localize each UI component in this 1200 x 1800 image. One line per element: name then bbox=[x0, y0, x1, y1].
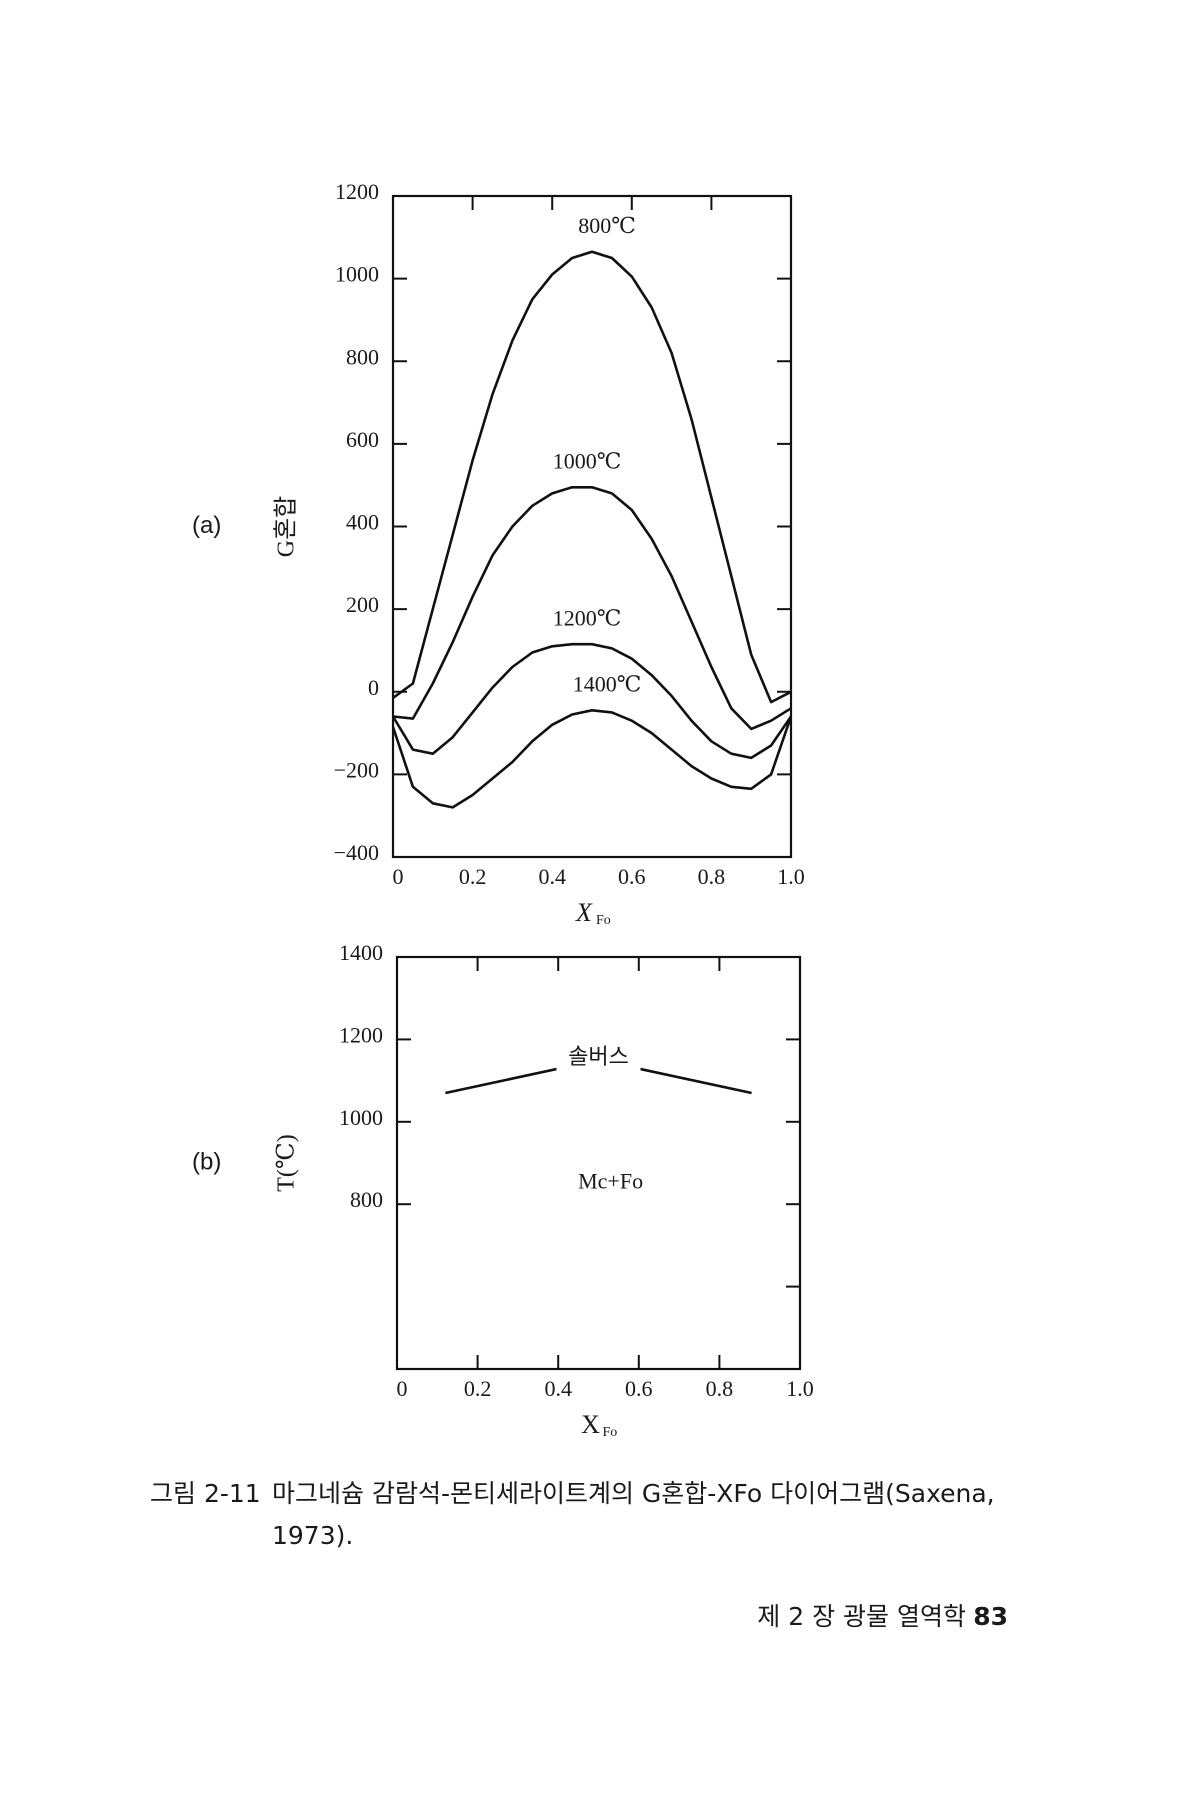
y-tick-label: 0 bbox=[368, 675, 379, 700]
y-tick-label: 1400 bbox=[339, 940, 383, 965]
x-axis-label: X bbox=[581, 1410, 600, 1439]
curve-label: 800℃ bbox=[578, 213, 636, 238]
series-line bbox=[392, 486, 792, 731]
x-tick-label: 0.8 bbox=[698, 864, 726, 889]
y-tick-label: 1200 bbox=[339, 1022, 383, 1047]
x-tick-label: 0 bbox=[397, 1376, 408, 1401]
y-axis-label: T(℃) bbox=[274, 1134, 300, 1192]
x-tick-label: 0.4 bbox=[544, 1376, 572, 1401]
curve-label: 1000℃ bbox=[553, 448, 622, 473]
y-tick-label: −400 bbox=[334, 840, 379, 865]
series-line bbox=[391, 642, 793, 760]
curve-label: 1200℃ bbox=[553, 605, 622, 630]
y-tick-label: 1000 bbox=[339, 1105, 383, 1130]
x-tick-label: 1.0 bbox=[777, 864, 805, 889]
x-tick-label: 0.8 bbox=[706, 1376, 734, 1401]
x-tick-label: 0.2 bbox=[464, 1376, 492, 1401]
y-tick-label: 800 bbox=[350, 1187, 383, 1212]
x-axis-label-subscript: Fo bbox=[596, 913, 611, 928]
region-label: Mc+Fo bbox=[578, 1169, 643, 1194]
caption-label: 그림 2-11 bbox=[150, 1479, 261, 1508]
y-tick-label: 600 bbox=[346, 427, 379, 452]
footer-chapter: 제 2 장 광물 열역학 bbox=[757, 1602, 966, 1631]
y-tick-label: 1000 bbox=[335, 262, 379, 287]
x-tick-label: 0.6 bbox=[618, 864, 646, 889]
x-tick-label: 0 bbox=[393, 864, 404, 889]
y-tick-label: 400 bbox=[346, 510, 379, 535]
x-tick-label: 0.6 bbox=[625, 1376, 653, 1401]
curve-label: 1400℃ bbox=[573, 671, 642, 696]
y-tick-label: −200 bbox=[334, 757, 379, 782]
panel-label: (b) bbox=[192, 1148, 221, 1175]
x-axis-label: X bbox=[575, 898, 593, 927]
series-line bbox=[391, 709, 793, 809]
x-tick-label: 0.2 bbox=[459, 864, 487, 889]
caption-line: 1973). bbox=[272, 1521, 353, 1550]
y-tick-label: 800 bbox=[346, 344, 379, 369]
x-tick-label: 0.4 bbox=[538, 864, 566, 889]
panel-label: (a) bbox=[192, 512, 221, 539]
x-axis-label-subscript: Fo bbox=[603, 1425, 618, 1440]
curve-label: 솔버스 bbox=[568, 1045, 629, 1070]
plot-frame bbox=[395, 955, 802, 1371]
series-line bbox=[392, 250, 792, 704]
x-tick-label: 1.0 bbox=[786, 1376, 814, 1401]
y-tick-label: 200 bbox=[346, 592, 379, 617]
caption-line: 마그네슘 감람석-몬티세라이트계의 G혼합-XFo 다이어그램(Saxena, bbox=[272, 1479, 995, 1508]
label-background bbox=[556, 1044, 641, 1074]
y-tick-label: 1200 bbox=[335, 179, 379, 204]
plot-frame bbox=[391, 194, 793, 859]
page-number: 83 bbox=[973, 1602, 1008, 1631]
y-axis-label: G혼합 bbox=[273, 496, 300, 558]
